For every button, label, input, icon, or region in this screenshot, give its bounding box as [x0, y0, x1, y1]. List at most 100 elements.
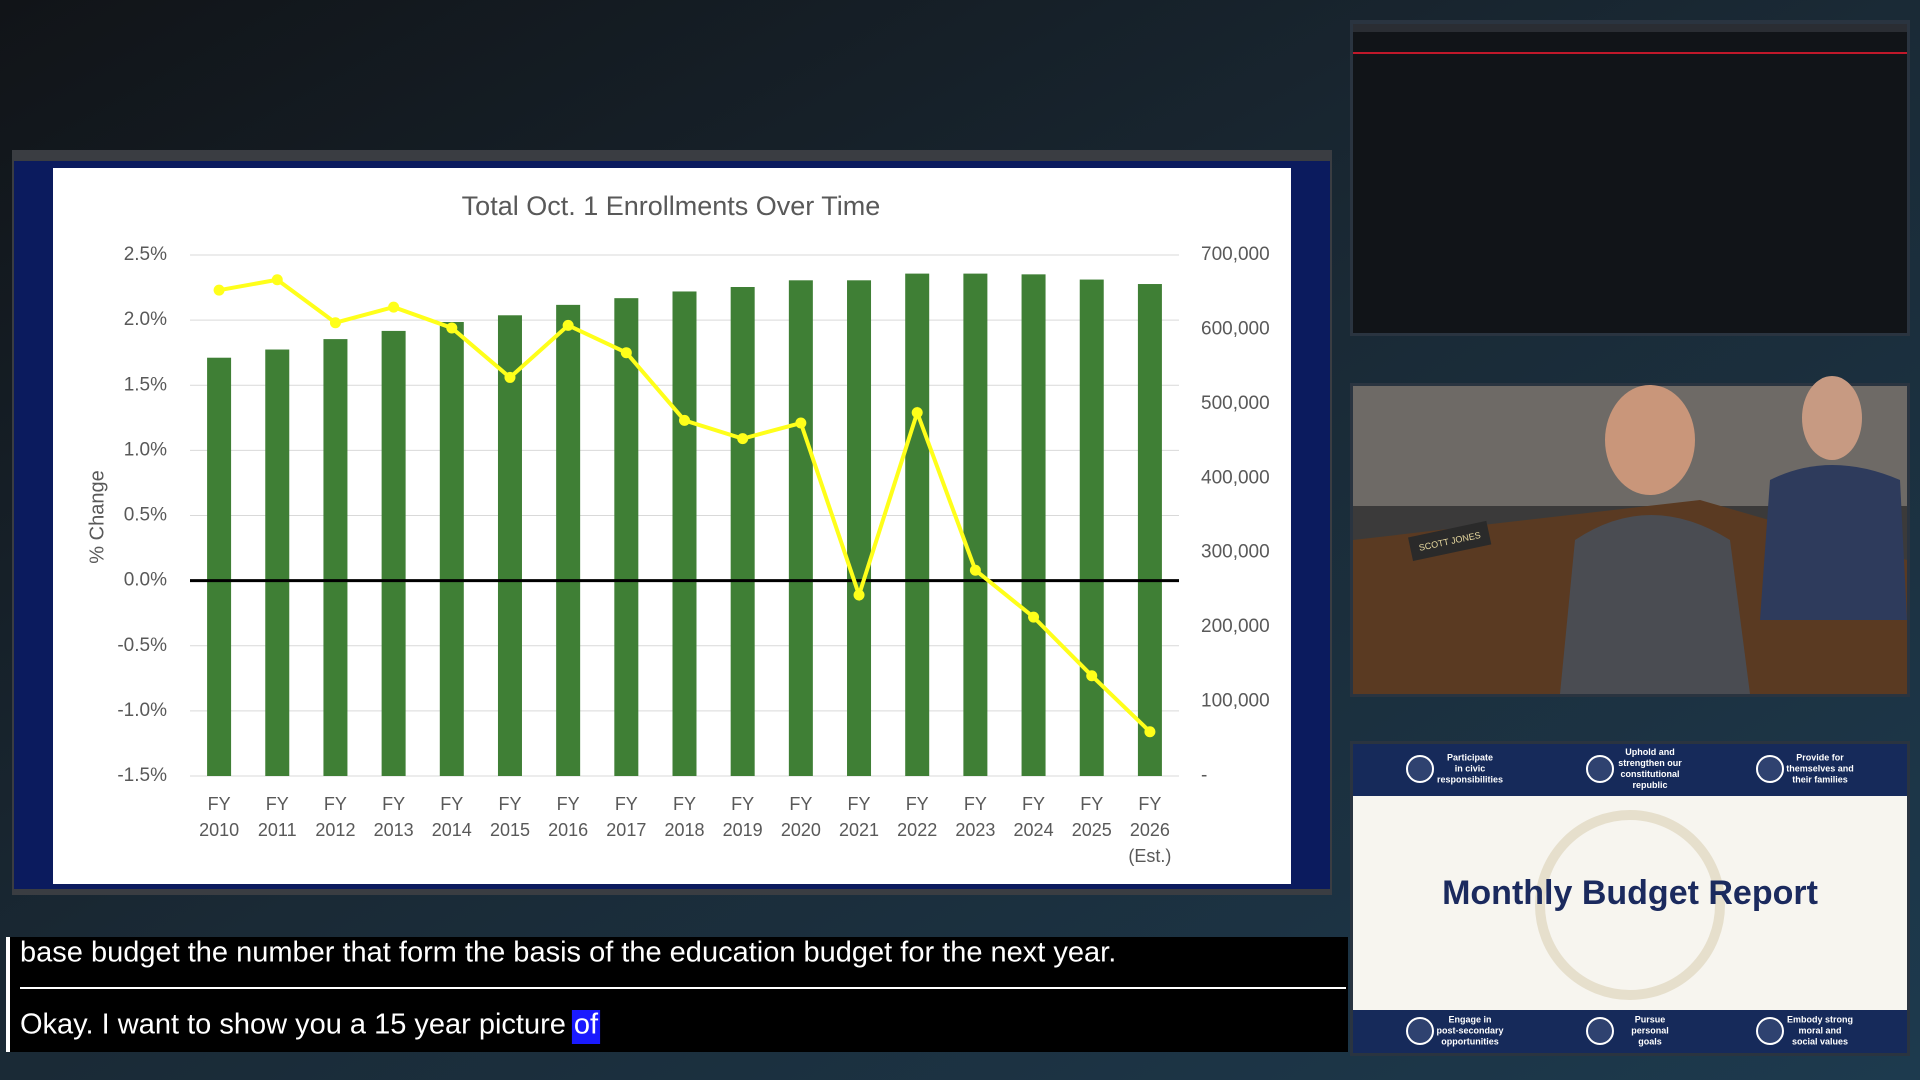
x-tick-label: 2014 [432, 820, 472, 840]
goal-text: Provide for [1796, 752, 1844, 762]
x-tick-label: 2016 [548, 820, 588, 840]
video-person [1605, 385, 1695, 495]
x-tick-label: FY [1022, 794, 1045, 814]
bar [381, 330, 406, 776]
y-tick-label: 0.5% [124, 505, 167, 526]
goal-text: Engage in [1448, 1014, 1491, 1024]
goal-text: post-secondary [1436, 1025, 1503, 1035]
goal-text: personal [1631, 1025, 1669, 1035]
y2-tick-label: - [1201, 765, 1207, 786]
y-tick-label: 1.5% [124, 374, 167, 395]
x-tick-label: FY [673, 794, 696, 814]
line-marker [213, 284, 225, 296]
line-marker [620, 347, 632, 359]
chart-title: Total Oct. 1 Enrollments Over Time [462, 191, 881, 221]
bar [207, 357, 232, 776]
x-tick-label: 2017 [606, 820, 646, 840]
x-tick-label: FY [1080, 794, 1103, 814]
bar [730, 287, 755, 776]
x-tick-label: 2013 [374, 820, 414, 840]
window-titlebar [1353, 24, 1907, 32]
x-tick-label: 2012 [315, 820, 355, 840]
slide-seal [1535, 810, 1725, 1000]
x-tick-label: FY [382, 794, 405, 814]
y-tick-label: 2.5% [124, 244, 167, 265]
goal-text: goals [1638, 1036, 1662, 1046]
goal-text: republic [1632, 780, 1667, 790]
y-tick-label: -1.0% [117, 700, 167, 721]
slide-bottom-band [1353, 1010, 1907, 1053]
y-tick-label: 0.0% [124, 570, 167, 591]
line-marker [446, 322, 458, 334]
line-marker [737, 433, 749, 445]
line-marker [1086, 670, 1098, 682]
line-marker [1028, 611, 1040, 623]
caption-bar [6, 937, 10, 1052]
bar [323, 339, 348, 776]
slide-top-band [1353, 744, 1907, 796]
goal-icon [1406, 755, 1434, 783]
bar [905, 273, 930, 776]
goal-text: opportunities [1441, 1036, 1499, 1046]
bar [556, 304, 581, 776]
goal-text: social values [1792, 1036, 1848, 1046]
x-tick-label: FY [615, 794, 638, 814]
x-tick-label: FY [848, 794, 871, 814]
goal-text: strengthen our [1618, 758, 1682, 768]
goal-text: Pursue [1635, 1014, 1666, 1024]
line-marker [911, 407, 923, 419]
line-marker [504, 371, 516, 383]
y2-tick-label: 400,000 [1201, 467, 1270, 488]
bar [439, 321, 464, 776]
goal-text: constitutional [1621, 769, 1680, 779]
x-tick-label: FY [964, 794, 987, 814]
x-tick-label: (Est.) [1128, 846, 1171, 866]
video-person [1760, 465, 1907, 620]
goal-text: Embody strong [1787, 1014, 1853, 1024]
x-tick-label: 2010 [199, 820, 239, 840]
goal-text: moral and [1798, 1025, 1841, 1035]
bar [847, 280, 872, 776]
y2-tick-label: 700,000 [1201, 244, 1270, 265]
x-tick-label: FY [324, 794, 347, 814]
bar [672, 291, 697, 776]
y2-tick-label: 200,000 [1201, 616, 1270, 637]
line-marker [329, 317, 341, 329]
line-marker [853, 589, 865, 601]
goal-icon [1586, 1017, 1614, 1045]
goal-text: in civic [1455, 763, 1486, 773]
video-person [1560, 515, 1750, 694]
goal-text: Participate [1447, 752, 1493, 762]
y-tick-label: 2.0% [124, 309, 167, 330]
slide-title: Monthly Budget Report [1442, 874, 1818, 912]
x-tick-label: FY [731, 794, 754, 814]
bar [614, 298, 639, 776]
bar [265, 349, 290, 776]
x-tick-label: 2019 [723, 820, 763, 840]
bar [1137, 284, 1162, 776]
goal-icon [1586, 755, 1614, 783]
goal-text: themselves and [1786, 763, 1854, 773]
nameplate-block [1408, 520, 1492, 562]
goal-icon [1756, 755, 1784, 783]
y2-tick-label: 300,000 [1201, 542, 1270, 563]
goal-text: their families [1792, 774, 1848, 784]
chart-slide [53, 168, 1291, 884]
x-tick-label: 2022 [897, 820, 937, 840]
goal-icon [1756, 1017, 1784, 1045]
y-tick-label: -0.5% [117, 635, 167, 656]
y2-tick-label: 500,000 [1201, 393, 1270, 414]
y-tick-label: -1.5% [117, 765, 167, 786]
x-tick-label: FY [498, 794, 521, 814]
y2-tick-label: 600,000 [1201, 318, 1270, 339]
x-tick-label: 2018 [664, 820, 704, 840]
x-tick-label: 2023 [955, 820, 995, 840]
y2-tick-label: 100,000 [1201, 691, 1270, 712]
x-tick-label: 2025 [1072, 820, 1112, 840]
x-tick-label: FY [1138, 794, 1161, 814]
line-marker [562, 319, 574, 331]
line-marker [795, 417, 807, 429]
nameplate: SCOTT JONES [1408, 520, 1492, 562]
